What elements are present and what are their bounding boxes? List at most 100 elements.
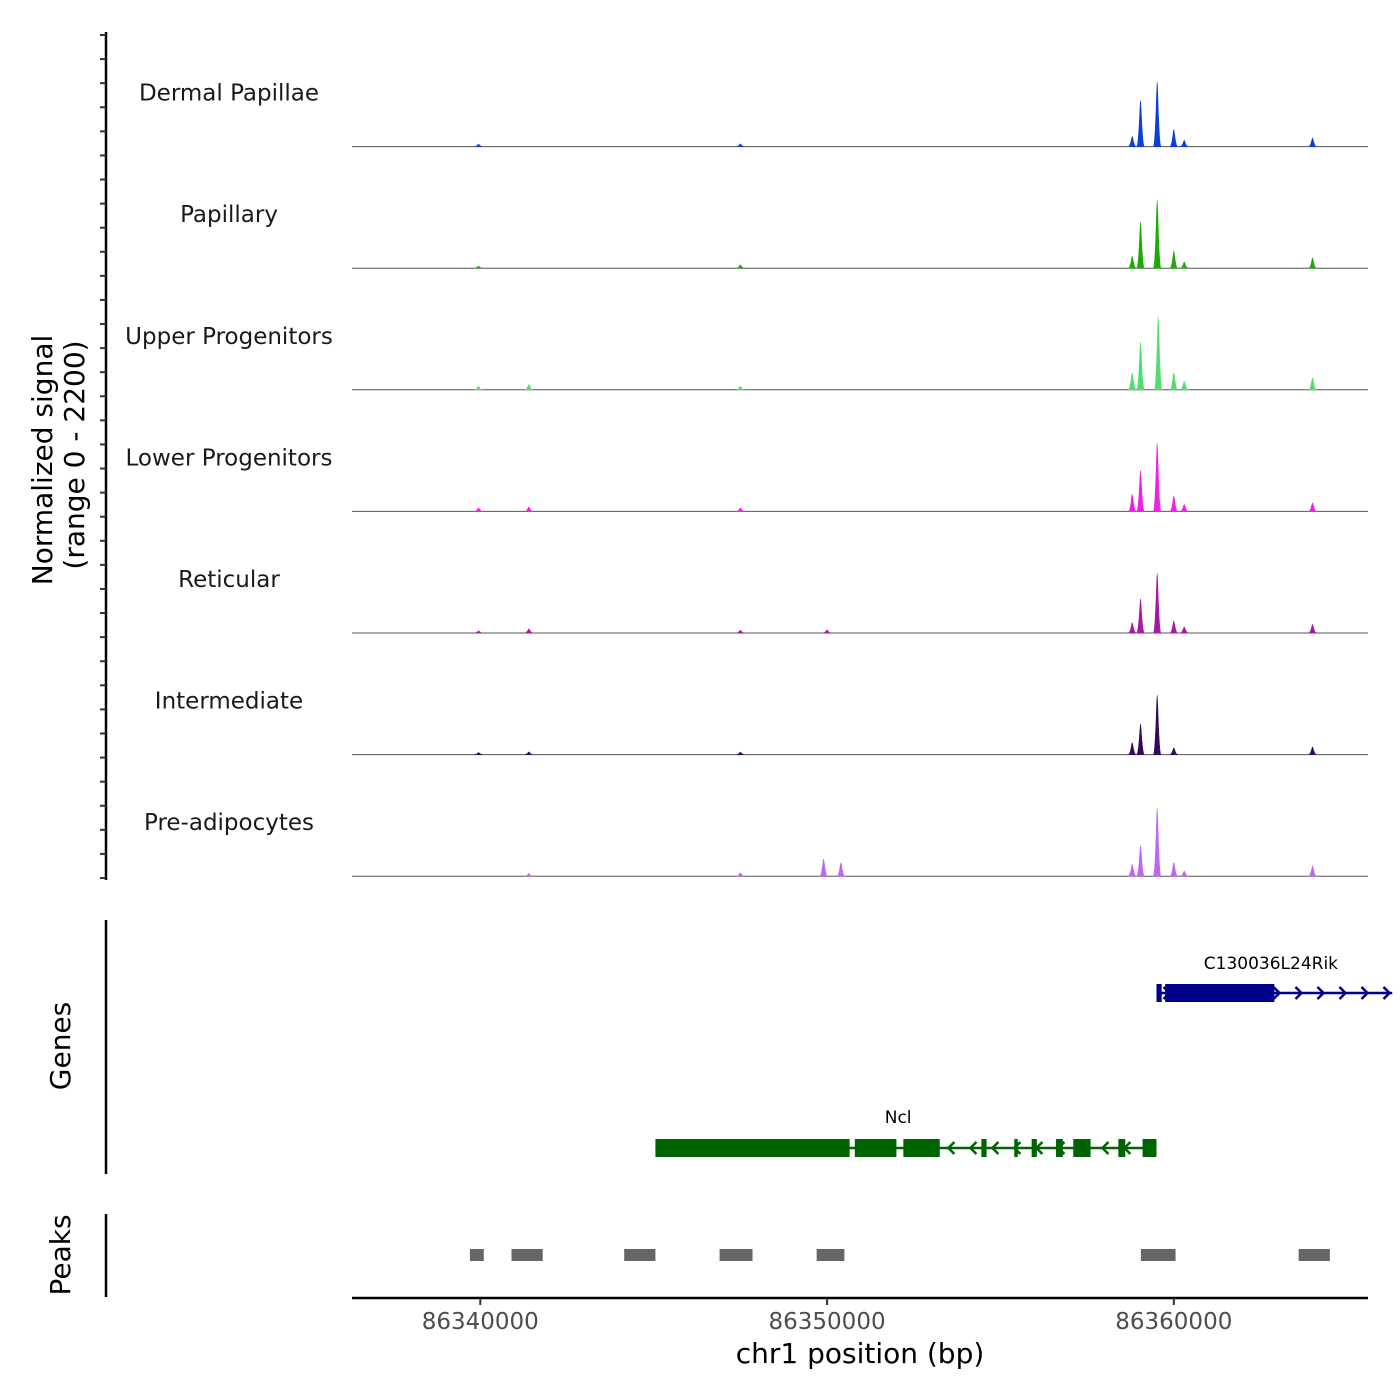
gene-label: Ncl bbox=[885, 1108, 912, 1128]
coverage-peak bbox=[1180, 626, 1189, 634]
coverage-peak bbox=[1152, 573, 1162, 634]
coverage-peak bbox=[474, 386, 483, 391]
gene-exon bbox=[1014, 1139, 1018, 1157]
gene-exon bbox=[903, 1139, 940, 1157]
coverage-peak bbox=[1127, 372, 1137, 391]
coverage-peak bbox=[1136, 221, 1145, 269]
coverage-peak bbox=[1169, 250, 1179, 269]
coverage-peak bbox=[823, 629, 832, 634]
coverage-peak bbox=[1308, 502, 1317, 512]
gene-exon bbox=[655, 1139, 850, 1157]
coverage-peak bbox=[474, 143, 483, 147]
coverage-peak bbox=[736, 143, 745, 147]
coverage-peak bbox=[1180, 504, 1189, 512]
track-label: Reticular bbox=[178, 567, 280, 593]
peak-region bbox=[511, 1249, 543, 1261]
coverage-peak bbox=[736, 751, 745, 755]
x-axis: 86340000 86350000 86360000 bbox=[352, 1296, 1368, 1335]
coverage-peak bbox=[474, 507, 483, 512]
track-label: Upper Progenitors bbox=[125, 324, 333, 350]
coverage-peak bbox=[1152, 199, 1162, 269]
genes-axis-title: Genes bbox=[44, 1002, 77, 1090]
gene-ncl: Ncl bbox=[655, 1108, 1157, 1157]
peak-region bbox=[719, 1249, 753, 1261]
coverage-peak bbox=[1180, 380, 1189, 391]
track-label: Papillary bbox=[180, 202, 278, 228]
coverage-peak bbox=[474, 752, 483, 755]
coverage-peak bbox=[524, 751, 533, 755]
strand-arrow bbox=[1360, 986, 1370, 1000]
track-reticular: Reticular bbox=[178, 567, 1368, 634]
gene-exon bbox=[1156, 984, 1162, 1002]
coverage-peak bbox=[1169, 862, 1178, 877]
strand-arrow bbox=[990, 1141, 1000, 1155]
coverage-peak bbox=[1169, 495, 1178, 512]
genes-panel: C130036L24Rik Ncl bbox=[104, 920, 1393, 1174]
track-label: Lower Progenitors bbox=[126, 445, 333, 471]
coverage-peak bbox=[1136, 723, 1145, 755]
track-label: Pre-adipocytes bbox=[144, 810, 314, 836]
coverage-peak bbox=[819, 858, 828, 877]
peak-region bbox=[1140, 1249, 1176, 1261]
strand-arrow bbox=[1338, 986, 1348, 1000]
coverage-tracks: Dermal Papillae Papillary Upper Progenitor… bbox=[125, 81, 1368, 877]
track-label: Intermediate bbox=[155, 689, 303, 715]
coverage-peak bbox=[1136, 845, 1145, 877]
y-axis-title-line1: Normalized signal bbox=[26, 335, 59, 586]
track-upper-progenitors: Upper Progenitors bbox=[125, 316, 1368, 391]
x-tick-label: 86340000 bbox=[422, 1309, 539, 1335]
x-tick-label: 86360000 bbox=[1115, 1309, 1232, 1335]
gene-c130036l24rik: C130036L24Rik bbox=[1156, 954, 1393, 1002]
coverage-peak bbox=[836, 862, 846, 877]
coverage-peak bbox=[524, 628, 533, 634]
track-dermal-papillae: Dermal Papillae bbox=[139, 81, 1368, 148]
gene-exon bbox=[1055, 1139, 1063, 1157]
coverage-peak bbox=[1308, 257, 1317, 269]
strand-arrow bbox=[1272, 986, 1282, 1000]
strand-arrow bbox=[1294, 986, 1304, 1000]
gene-exon bbox=[1142, 1139, 1157, 1157]
coverage-peak bbox=[1180, 870, 1189, 877]
peak-region bbox=[816, 1249, 845, 1261]
coverage-peak bbox=[1128, 136, 1137, 147]
gene-exon bbox=[1165, 984, 1275, 1002]
x-axis-title: chr1 position (bp) bbox=[736, 1337, 985, 1370]
coverage-peak bbox=[1152, 807, 1162, 877]
coverage-peak bbox=[1152, 694, 1162, 755]
gene-exon bbox=[1118, 1139, 1126, 1157]
y-axis-title-line2: (range 0 - 2200) bbox=[58, 340, 91, 569]
coverage-peak bbox=[1136, 341, 1145, 391]
gene-label: C130036L24Rik bbox=[1204, 954, 1338, 974]
x-tick-label: 86350000 bbox=[769, 1309, 886, 1335]
gene-exon bbox=[981, 1139, 987, 1157]
coverage-peak bbox=[1128, 742, 1137, 755]
coverage-peak bbox=[1169, 372, 1179, 391]
coverage-peak bbox=[1180, 140, 1189, 147]
coverage-peak bbox=[1128, 863, 1137, 877]
coverage-peak bbox=[524, 384, 533, 391]
gene-exon bbox=[1031, 1139, 1037, 1157]
coverage-peak bbox=[1169, 747, 1178, 755]
track-lower-progenitors: Lower Progenitors bbox=[126, 442, 1368, 512]
strand-arrow bbox=[1382, 986, 1392, 1000]
track-papillary: Papillary bbox=[180, 199, 1368, 269]
peak-region bbox=[1298, 1249, 1330, 1261]
strand-arrow bbox=[1100, 1141, 1110, 1155]
gene-exon bbox=[854, 1139, 897, 1157]
coverage-peak bbox=[1136, 470, 1145, 512]
strand-arrow bbox=[946, 1141, 956, 1155]
coverage-peak bbox=[1136, 598, 1145, 634]
coverage-peak bbox=[1308, 137, 1317, 147]
coverage-peak bbox=[736, 629, 745, 634]
coverage-peak bbox=[736, 872, 745, 877]
coverage-peak bbox=[1127, 494, 1137, 512]
coverage-peak bbox=[474, 630, 483, 634]
peaks-panel bbox=[104, 1214, 1330, 1297]
coverage-peak bbox=[736, 507, 745, 512]
track-pre-adipocytes: Pre-adipocytes bbox=[144, 807, 1368, 877]
coverage-y-axis bbox=[100, 32, 108, 880]
coverage-peak bbox=[1180, 261, 1189, 269]
coverage-peak bbox=[1308, 624, 1317, 634]
coverage-peak bbox=[736, 264, 745, 269]
